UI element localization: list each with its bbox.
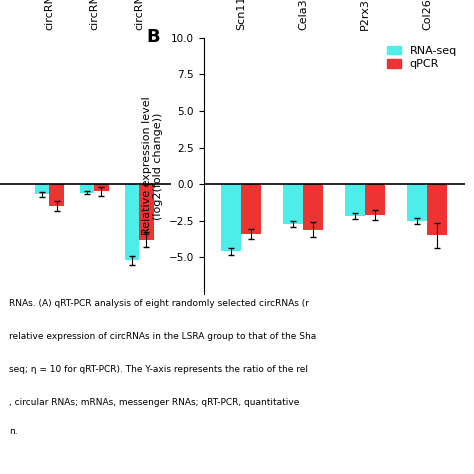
Bar: [139, 184, 154, 240]
Text: relative expression of circRNAs in the LSRA group to that of the Sha: relative expression of circRNAs in the L…: [9, 332, 317, 341]
Legend: RNA-seq, qPCR: RNA-seq, qPCR: [385, 44, 459, 72]
Bar: [125, 184, 139, 260]
Bar: [427, 184, 447, 236]
Bar: [408, 184, 427, 221]
Bar: [49, 184, 64, 206]
Bar: [35, 184, 49, 194]
Bar: [241, 184, 261, 234]
Text: RNAs. (A) qRT-PCR analysis of eight randomly selected circRNAs (r: RNAs. (A) qRT-PCR analysis of eight rand…: [9, 299, 310, 308]
Bar: [346, 184, 365, 216]
Text: n.: n.: [9, 427, 18, 436]
Bar: [303, 184, 323, 229]
Text: seq; η = 10 for qRT-PCR). The Y-axis represents the ratio of the rel: seq; η = 10 for qRT-PCR). The Y-axis rep…: [9, 365, 309, 374]
Bar: [94, 184, 109, 191]
Y-axis label: Relative expression level
(log2(fold change)): Relative expression level (log2(fold cha…: [142, 97, 163, 235]
Text: , circular RNAs; mRNAs, messenger RNAs; qRT-PCR, quantitative: , circular RNAs; mRNAs, messenger RNAs; …: [9, 398, 300, 407]
Bar: [365, 184, 385, 215]
Bar: [80, 184, 94, 193]
Bar: [283, 184, 303, 224]
Bar: [221, 184, 241, 252]
Text: B: B: [146, 27, 160, 46]
